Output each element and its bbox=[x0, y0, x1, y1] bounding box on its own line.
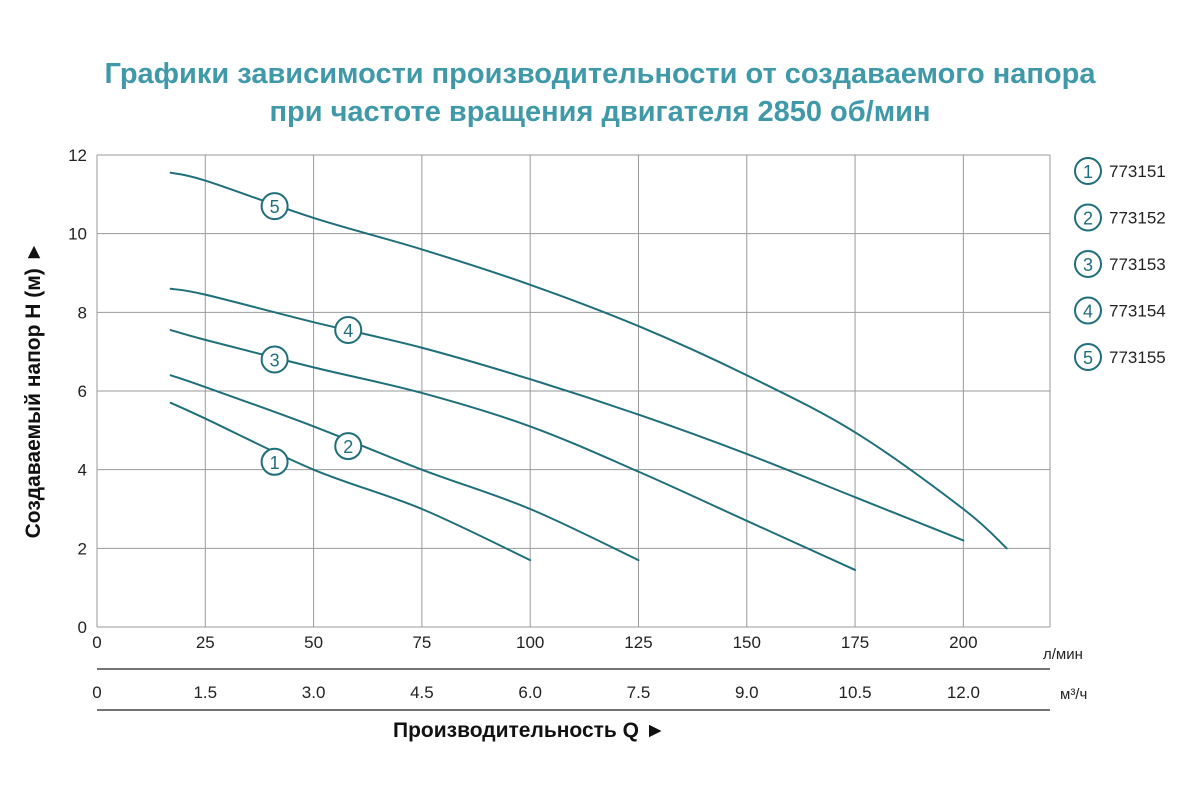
legend-badge-circle bbox=[1074, 250, 1102, 278]
curve-773155 bbox=[169, 171, 1008, 550]
curve-badge-circle bbox=[260, 345, 289, 374]
curve-badge-circle bbox=[334, 316, 363, 345]
legend-badge-circle bbox=[1074, 296, 1102, 325]
curve-badge-number: 5 bbox=[270, 197, 280, 217]
curve-badge-circle bbox=[334, 432, 363, 461]
curve-badge-number: 3 bbox=[270, 351, 280, 371]
legend-series-name: 773151 bbox=[1109, 162, 1166, 181]
y-tick-label: 4 bbox=[78, 461, 87, 480]
x-secondary-tick-label: 9.0 bbox=[735, 683, 759, 702]
x-secondary-tick-label: 12.0 bbox=[947, 683, 980, 702]
x-tick-label: 150 bbox=[733, 633, 761, 652]
curve-badge-circle bbox=[260, 192, 289, 221]
y-axis-label: Создаваемый напор Н (м) ► bbox=[22, 242, 45, 539]
legend-badge-circle bbox=[1074, 203, 1102, 232]
x-tick-label: 100 bbox=[516, 633, 544, 652]
curve-773151 bbox=[169, 401, 532, 562]
legend: 1 773151 2 773152 3 773153 4 773154 5 773155 bbox=[1074, 157, 1166, 371]
curve-773153 bbox=[169, 329, 857, 571]
x-secondary-tick-label: 0 bbox=[92, 683, 101, 702]
legend-series-name: 773152 bbox=[1109, 209, 1166, 228]
x-axis-label: Производительность Q ► bbox=[393, 719, 666, 742]
x-secondary-tick-label: 10.5 bbox=[839, 683, 872, 702]
legend-badge-number: 3 bbox=[1083, 255, 1093, 275]
x-tick-label: 50 bbox=[304, 633, 323, 652]
legend-badge-number: 4 bbox=[1083, 302, 1093, 322]
x-secondary-tick-label: 6.0 bbox=[518, 683, 542, 702]
x-tick-label: 125 bbox=[624, 633, 652, 652]
legend-series-name: 773155 bbox=[1109, 348, 1166, 367]
x-unit-primary: л/мин bbox=[1043, 646, 1083, 663]
curve-773154 bbox=[169, 287, 965, 542]
x-tick-label: 25 bbox=[196, 633, 215, 652]
x-secondary-tick-label: 1.5 bbox=[193, 683, 217, 702]
x-tick-label: 0 bbox=[92, 633, 101, 652]
curve-badge-number: 4 bbox=[343, 321, 353, 341]
x-secondary-tick-label: 7.5 bbox=[627, 683, 651, 702]
curves bbox=[169, 171, 1008, 571]
legend-badge-number: 5 bbox=[1083, 348, 1093, 368]
chart-title-line-1: Графики зависимости производительности о… bbox=[105, 58, 1097, 90]
legend-badge-number: 1 bbox=[1083, 162, 1093, 182]
x-tick-label: 175 bbox=[841, 633, 869, 652]
y-tick-label: 12 bbox=[68, 146, 87, 165]
legend-series-name: 773154 bbox=[1109, 302, 1166, 321]
x-tick-label: 75 bbox=[412, 633, 431, 652]
legend-series-name: 773153 bbox=[1109, 255, 1166, 274]
y-tick-label: 0 bbox=[78, 618, 87, 637]
x-secondary-tick-label: 3.0 bbox=[302, 683, 326, 702]
legend-badge-circle bbox=[1074, 157, 1102, 185]
y-tick-label: 2 bbox=[78, 539, 87, 558]
curve-badge-number: 2 bbox=[343, 437, 353, 457]
x-tick-label: 200 bbox=[949, 633, 977, 652]
curve-badge-number: 1 bbox=[270, 453, 280, 473]
x-secondary-tick-label: 4.5 bbox=[410, 683, 434, 702]
curve-773152 bbox=[169, 374, 640, 562]
legend-badge-number: 2 bbox=[1083, 209, 1093, 229]
x-unit-secondary: м³/ч bbox=[1060, 686, 1087, 703]
chart-title-line-2: при частоте вращения двигателя 2850 об/м… bbox=[269, 96, 930, 128]
y-tick-label: 8 bbox=[78, 303, 87, 322]
curve-badge-circle bbox=[260, 447, 289, 476]
grid bbox=[96, 154, 1051, 628]
y-tick-label: 6 bbox=[78, 382, 87, 401]
legend-badge-circle bbox=[1074, 343, 1102, 371]
curve-badges: 1 2 3 4 5 bbox=[260, 192, 363, 476]
y-tick-label: 10 bbox=[68, 225, 87, 244]
